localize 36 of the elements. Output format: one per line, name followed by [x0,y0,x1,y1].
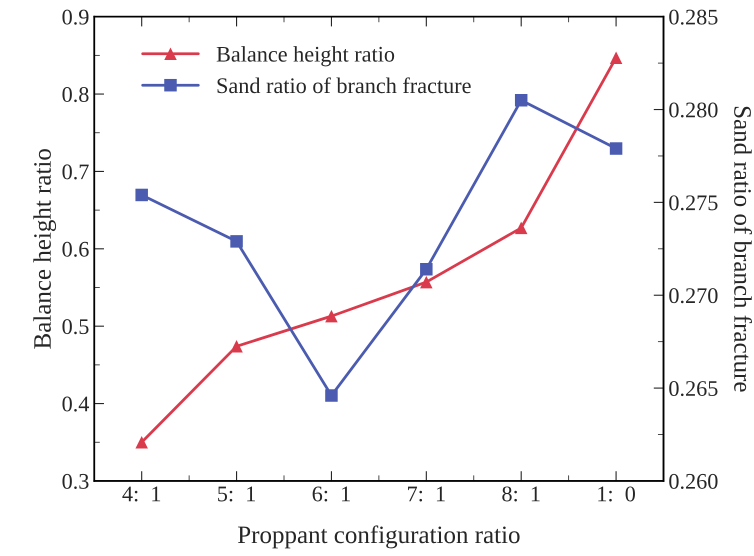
point [230,235,243,248]
point [135,436,148,448]
x-tick-label: 5: 1 [218,486,255,502]
point [514,94,528,106]
point [325,310,338,322]
y2-axis-title: Sand ratio of branch fracture [734,106,752,392]
legend-label: Sand ratio of branch fracture [218,77,471,94]
point [420,262,433,276]
point [420,276,433,288]
y2-tick-label: 0.270 [669,288,718,304]
y-tick-label: 0.5 [62,319,89,334]
y2-tick-label: 0.260 [669,474,718,489]
y-tick-label: 0.4 [62,396,90,412]
y2-tick-label: 0.275 [669,195,718,210]
y-tick-label: 0.6 [62,242,89,257]
point [610,51,622,64]
x-tick-label: 1: 0 [598,486,635,502]
y-tick-label: 0.8 [62,86,89,102]
x-axis-title: Proppant configuration ratio [238,525,520,548]
y2-tick-label: 0.265 [669,381,718,396]
x-tick-label: 7: 1 [408,486,445,502]
x-tick-label: 6: 1 [312,486,350,502]
point [514,222,528,234]
point [610,142,622,155]
x-tick-label: 4: 1 [122,486,160,502]
y-tick-label: 0.9 [62,10,88,25]
legend-label: Balance height ratio [216,46,394,66]
y2-tick-label: 0.280 [669,102,718,118]
point [135,188,148,202]
x-tick-label: 8: 1 [502,486,540,502]
y2-tick-label: 0.285 [669,10,718,25]
y-tick-label: 0.3 [62,474,89,489]
point [230,340,243,353]
point [325,389,338,402]
y-tick-label: 0.7 [62,164,89,180]
y-axis-title: Balance height ratio [33,149,56,349]
